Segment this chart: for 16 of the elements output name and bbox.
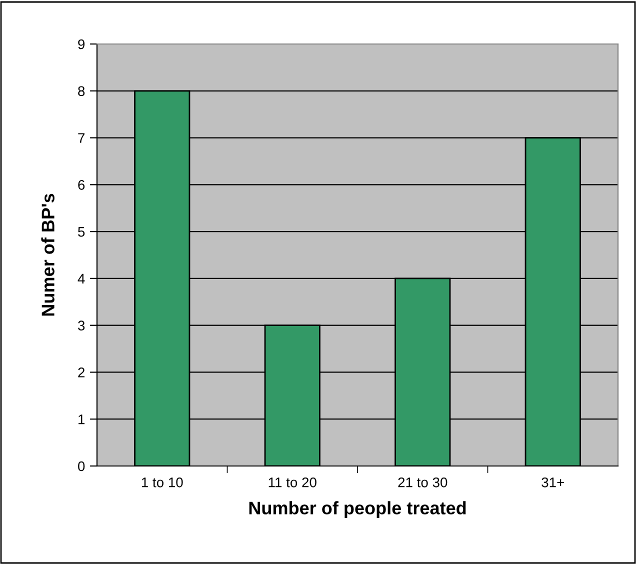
- y-tick-label: 0: [78, 461, 85, 472]
- y-tick-label: 8: [78, 86, 85, 96]
- x-axis-title: Number of people treated: [249, 501, 466, 518]
- y-tick-label: 5: [78, 227, 85, 237]
- y-tick-label: 6: [78, 180, 85, 190]
- x-tick-label: 31+: [542, 477, 564, 488]
- y-tick-label: 4: [78, 274, 85, 284]
- x-tick-label: 21 to 30: [398, 477, 448, 488]
- y-axis-title: Numer of BP's: [41, 194, 54, 316]
- x-tick-label: 11 to 20: [268, 477, 316, 488]
- y-tick-label: 3: [78, 320, 85, 331]
- y-tick-label: 7: [78, 133, 84, 143]
- y-tick-label: 2: [78, 368, 84, 378]
- y-tick-label: 1: [78, 414, 85, 424]
- y-tick-label: 9: [78, 39, 85, 50]
- x-tick-label: 1 to 10: [142, 477, 183, 488]
